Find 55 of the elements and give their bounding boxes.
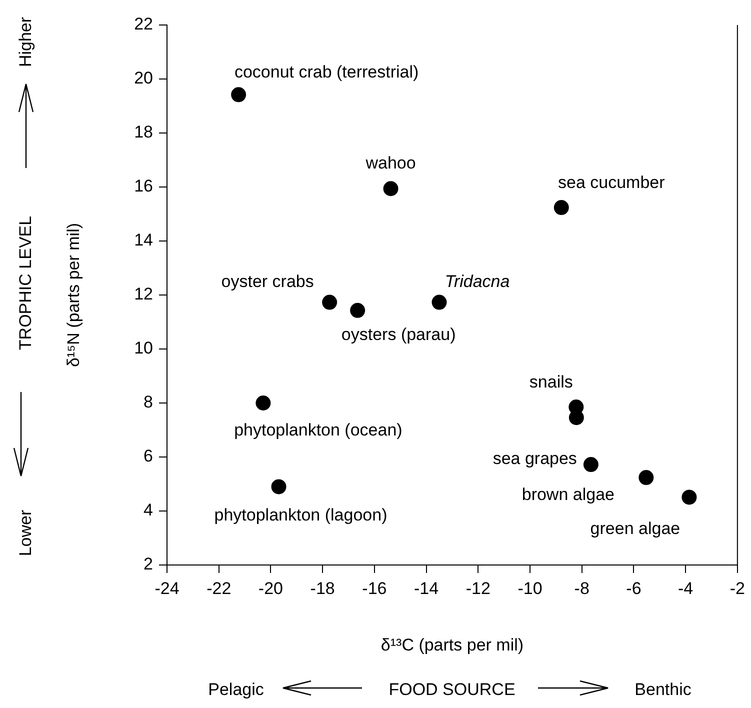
x-tick-label: -24	[154, 578, 180, 598]
y-tick-label: 8	[144, 392, 153, 412]
point	[322, 294, 338, 310]
annotation: sea cucumber	[558, 173, 666, 192]
point	[271, 479, 286, 494]
y-tick-label: 18	[134, 122, 153, 142]
point	[256, 396, 271, 410]
annotation: coconut crab (terrestrial)	[234, 62, 419, 82]
point	[568, 410, 584, 426]
text: Higher	[16, 16, 36, 68]
x-tick-label: -10	[518, 578, 542, 598]
y-tick-label: 16	[134, 176, 153, 196]
point	[350, 302, 366, 318]
text: Benthic	[634, 680, 692, 700]
annotation: phytoplankton (lagoon)	[214, 505, 388, 524]
x-tick-label: -16	[362, 578, 387, 598]
annotation: sea grapes	[492, 449, 577, 468]
point	[432, 294, 447, 310]
annotation: wahoo	[364, 153, 416, 172]
point	[682, 490, 697, 505]
point	[638, 470, 654, 486]
y-tick-label: 14	[134, 230, 153, 250]
y-tick-label: 6	[144, 446, 153, 466]
x-tick-label: -22	[206, 578, 232, 598]
x-tick-label: -2	[730, 578, 746, 598]
y-tick-label: 22	[134, 14, 153, 34]
point	[554, 200, 569, 216]
x-tick-label: -4	[678, 578, 694, 598]
y-tick-label: 2	[144, 554, 153, 574]
x-tick-label: -6	[626, 578, 642, 598]
x-tick-label: -18	[310, 578, 335, 598]
x-tick-label: -12	[466, 578, 490, 598]
y-tick-label: 20	[134, 68, 153, 88]
x-tick-label: -20	[258, 578, 284, 598]
annotation: oysters (parau)	[341, 325, 456, 344]
x-tick-label: -14	[414, 578, 439, 598]
point	[231, 87, 246, 102]
text: Pelagic	[208, 680, 264, 700]
point	[583, 457, 598, 472]
y-tick-label: 12	[134, 284, 153, 304]
annotation: brown algae	[522, 485, 614, 504]
x-tick-label: -8	[574, 578, 590, 598]
y-tick-label: 10	[134, 338, 153, 358]
point	[383, 181, 398, 196]
annotation: green algae	[590, 518, 680, 538]
text: FOOD SOURCE	[388, 680, 516, 700]
annotation: phytoplankton (ocean)	[234, 420, 402, 440]
text: TROPHIC LEVEL	[16, 216, 36, 350]
annotation: Tridacna	[444, 272, 510, 292]
y-axis-title: δ¹⁵N (parts per mil)	[64, 222, 83, 368]
annotation: snails	[529, 372, 573, 392]
annotation: oyster crabs	[221, 272, 314, 291]
x-axis-title: δ¹³C (parts per mil)	[380, 635, 524, 654]
text: Lower	[16, 510, 36, 556]
y-tick-label: 4	[144, 500, 153, 520]
